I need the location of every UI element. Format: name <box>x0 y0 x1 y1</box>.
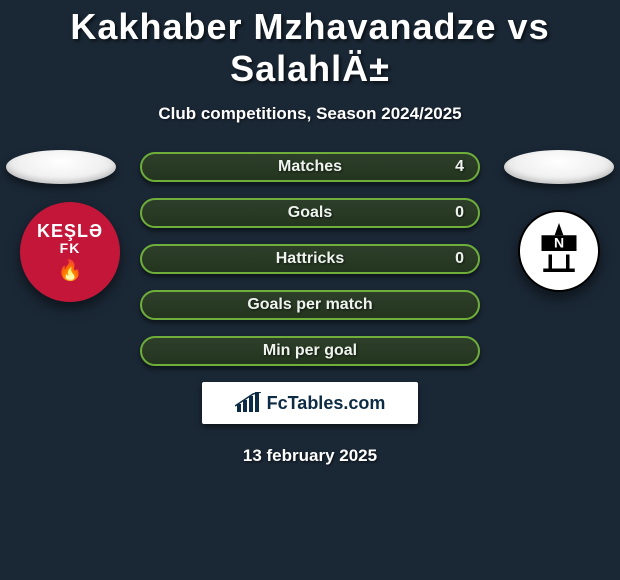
stat-row-min-per-goal: Min per goal <box>140 336 480 366</box>
stat-value: 0 <box>455 204 464 222</box>
right-badge-svg: N <box>524 216 594 286</box>
right-badge-letter: N <box>554 235 564 251</box>
stat-rows: Matches 4 Goals 0 Hattricks 0 Goals per … <box>140 150 480 366</box>
stat-label: Matches <box>278 158 342 176</box>
stat-row-goals-per-match: Goals per match <box>140 290 480 320</box>
left-badge-line1: KEŞLƏ <box>37 221 103 242</box>
stat-row-matches: Matches 4 <box>140 152 480 182</box>
left-club-badge: KEŞLƏ FK 🔥 <box>20 202 120 302</box>
left-badge-flame-icon: 🔥 <box>58 258 83 283</box>
brand-chart-icon <box>235 392 261 414</box>
footer-date: 13 february 2025 <box>0 446 620 466</box>
stat-value: 4 <box>455 158 464 176</box>
page-title: Kakhaber Mzhavanadze vs SalahlÄ± <box>0 0 620 90</box>
comparison-area: KEŞLƏ FK 🔥 N Matches 4 Goals 0 Hattr <box>0 150 620 466</box>
stat-label: Min per goal <box>263 342 357 360</box>
stat-label: Goals per match <box>247 296 372 314</box>
stat-value: 0 <box>455 250 464 268</box>
brand-box: FcTables.com <box>202 382 418 424</box>
right-club-badge-bg: N <box>518 210 600 292</box>
stat-label: Goals <box>288 204 332 222</box>
stat-label: Hattricks <box>276 250 344 268</box>
left-badge-line2: FK <box>60 240 81 256</box>
left-club-badge-bg: KEŞLƏ FK 🔥 <box>20 202 120 302</box>
left-player-oval <box>6 150 116 184</box>
page-subtitle: Club competitions, Season 2024/2025 <box>0 104 620 124</box>
stat-row-hattricks: Hattricks 0 <box>140 244 480 274</box>
right-club-badge: N <box>518 210 600 292</box>
brand-text: FcTables.com <box>267 393 386 414</box>
right-player-oval <box>504 150 614 184</box>
stat-row-goals: Goals 0 <box>140 198 480 228</box>
